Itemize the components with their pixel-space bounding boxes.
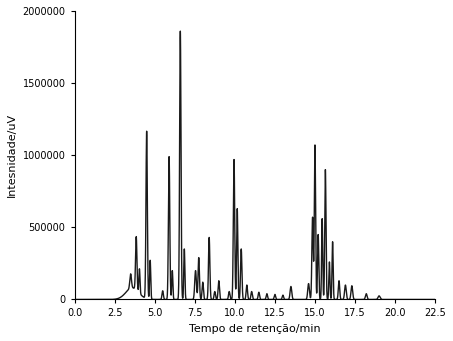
Y-axis label: Intesnidade/uV: Intesnidade/uV: [7, 113, 17, 197]
X-axis label: Tempo de retenção/min: Tempo de retenção/min: [189, 324, 321, 334]
